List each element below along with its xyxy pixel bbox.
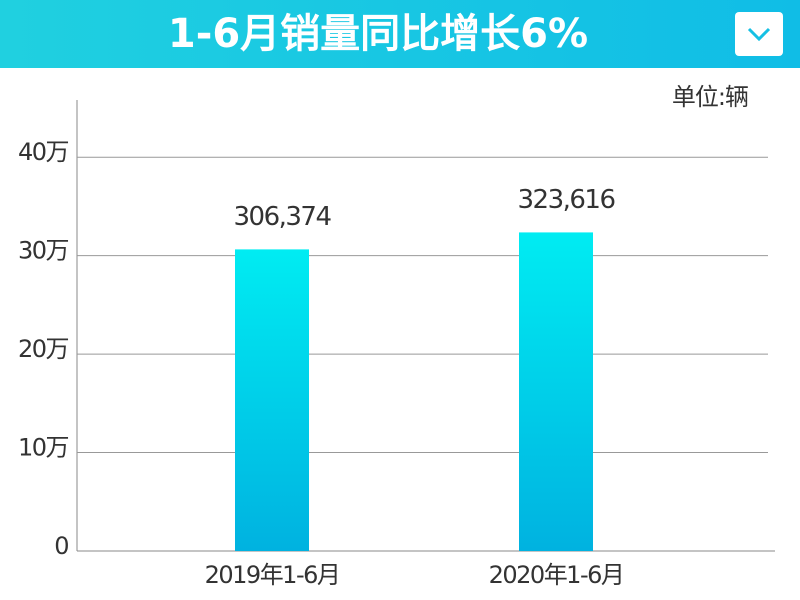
x-tick-label: 2019年1-6月 bbox=[205, 561, 340, 589]
y-tick-label: 10万 bbox=[18, 434, 69, 462]
y-tick-label: 40万 bbox=[18, 138, 69, 166]
chart-title: 1-6月销量同比增长6% bbox=[168, 11, 588, 57]
y-tick-label: 20万 bbox=[18, 335, 69, 363]
x-tick-label: 2020年1-6月 bbox=[489, 561, 624, 589]
title-banner bbox=[0, 0, 800, 68]
unit-label: 单位:辆 bbox=[672, 83, 748, 111]
y-tick-label: 0 bbox=[54, 532, 68, 560]
value-label: 323,616 bbox=[517, 185, 614, 215]
dropdown-button[interactable] bbox=[735, 12, 783, 56]
y-tick-label: 30万 bbox=[18, 237, 69, 265]
value-label: 306,374 bbox=[233, 202, 331, 232]
bar bbox=[235, 249, 309, 551]
bar bbox=[519, 232, 593, 551]
